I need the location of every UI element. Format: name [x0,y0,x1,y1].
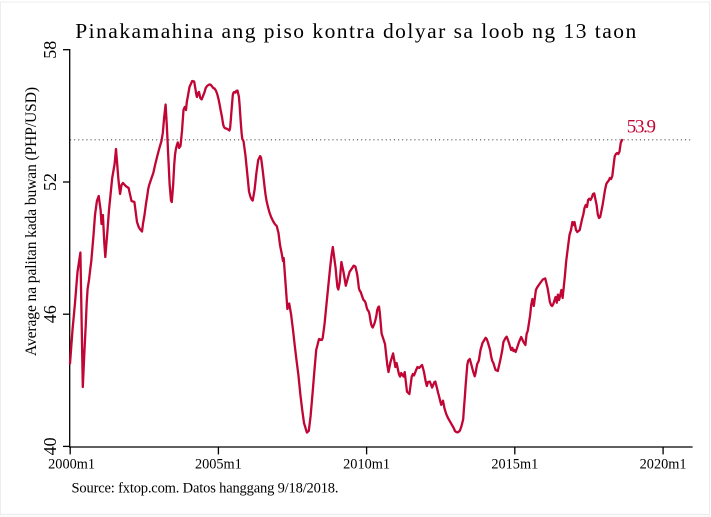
svg-text:2010m1: 2010m1 [343,457,390,473]
svg-text:Source: fxtop.com. Datos hangg: Source: fxtop.com. Datos hanggang 9/18/2… [72,480,339,496]
svg-text:Pinakamahina ang piso kontra d: Pinakamahina ang piso kontra dolyar sa l… [75,19,636,43]
svg-text:Average na palitan kada buwan: Average na palitan kada buwan (PHP/USD) [23,87,40,356]
svg-text:2015m1: 2015m1 [491,457,538,473]
svg-text:2000m1: 2000m1 [48,457,95,473]
svg-text:52: 52 [40,173,60,191]
svg-text:40: 40 [40,437,60,455]
svg-text:53.9: 53.9 [627,117,656,138]
svg-text:2005m1: 2005m1 [195,457,242,473]
svg-text:58: 58 [40,41,60,59]
svg-text:2020m1: 2020m1 [640,457,687,473]
svg-text:46: 46 [40,305,60,323]
